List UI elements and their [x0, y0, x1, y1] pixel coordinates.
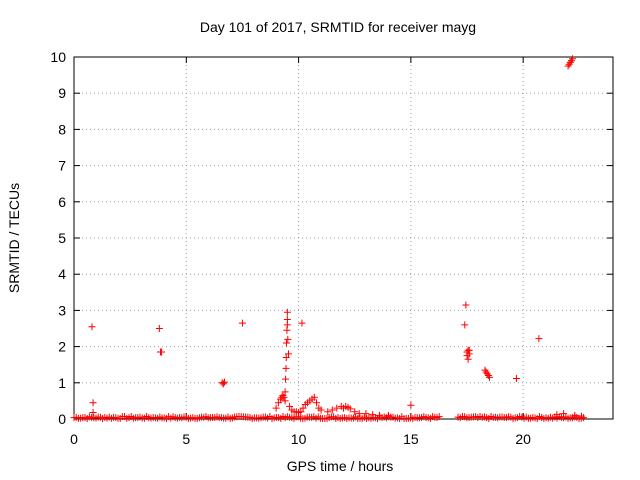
data-point — [464, 355, 472, 363]
data-point — [362, 410, 370, 418]
data-point — [461, 321, 469, 329]
y-axis-label: SRMTID / TECUs — [6, 183, 22, 293]
data-point — [298, 319, 306, 327]
x-tick-label: 5 — [182, 431, 190, 447]
y-tick-label: 4 — [58, 266, 66, 282]
y-tick-label: 7 — [58, 158, 66, 174]
data-point — [328, 406, 336, 414]
data-point — [481, 366, 489, 374]
data-point — [89, 399, 97, 407]
x-tick-label: 15 — [403, 431, 419, 447]
data-point — [280, 393, 288, 401]
data-point — [277, 395, 285, 403]
data-point — [284, 335, 292, 343]
data-point — [351, 408, 359, 416]
y-tick-label: 5 — [58, 230, 66, 246]
data-point — [333, 404, 341, 412]
data-point — [219, 380, 227, 388]
data-point — [578, 412, 586, 420]
data-point — [284, 350, 292, 358]
data-point — [484, 372, 492, 380]
data-point — [158, 348, 166, 356]
x-axis-label: GPS time / hours — [287, 458, 394, 474]
data-point — [286, 402, 294, 410]
data-point — [485, 373, 493, 381]
y-tick-label: 8 — [58, 121, 66, 137]
x-tick-label: 10 — [291, 431, 307, 447]
data-point — [375, 411, 383, 419]
data-point — [274, 399, 282, 407]
data-point — [465, 346, 473, 354]
y-tick-label: 1 — [58, 375, 66, 391]
data-point — [407, 401, 415, 409]
data-point — [566, 58, 574, 66]
data-point — [483, 370, 491, 378]
data-point — [355, 410, 363, 418]
data-point — [317, 406, 325, 414]
data-point — [567, 57, 575, 65]
data-point — [535, 335, 543, 343]
y-tick-label: 9 — [58, 85, 66, 101]
data-point — [560, 410, 568, 418]
data-point — [369, 411, 377, 419]
data-point — [279, 391, 287, 399]
data-point — [310, 393, 318, 401]
chart-title: Day 101 of 2017, SRMTID for receiver may… — [200, 19, 476, 35]
data-point — [238, 319, 246, 327]
data-point — [155, 325, 163, 332]
y-tick-label: 6 — [58, 194, 66, 210]
data-point — [88, 323, 96, 331]
y-tick-label: 2 — [58, 339, 66, 355]
data-point — [512, 374, 520, 382]
data-point — [324, 408, 332, 416]
baseline-point — [435, 413, 443, 421]
data-point — [384, 411, 392, 419]
y-tick-label: 3 — [58, 302, 66, 318]
data-point — [313, 399, 321, 407]
data-point — [346, 405, 354, 413]
data-point — [462, 301, 470, 309]
data-point — [283, 315, 291, 323]
data-points — [70, 55, 587, 423]
data-point — [282, 364, 290, 372]
data-point — [282, 375, 290, 383]
data-point — [565, 60, 573, 68]
data-point — [297, 408, 305, 416]
x-tick-label: 0 — [70, 431, 78, 447]
data-point — [281, 397, 289, 405]
data-point — [283, 308, 291, 316]
data-point — [281, 388, 289, 396]
data-point — [564, 62, 572, 70]
y-tick-label: 10 — [50, 49, 66, 65]
data-point — [89, 408, 97, 416]
data-point — [299, 404, 307, 412]
grid — [74, 57, 613, 419]
x-tick-label: 20 — [515, 431, 531, 447]
data-point — [569, 55, 577, 63]
y-tick-label: 0 — [58, 411, 66, 427]
data-point — [553, 411, 561, 419]
data-point — [571, 411, 579, 419]
data-point — [272, 404, 280, 412]
data-point — [220, 378, 228, 386]
data-point — [282, 353, 290, 361]
data-point — [282, 339, 290, 347]
data-point — [482, 368, 490, 376]
axis-ticks: 0 1 2 3 4 5 6 7 8 9 10 0 5 10 15 20 — [50, 49, 613, 447]
